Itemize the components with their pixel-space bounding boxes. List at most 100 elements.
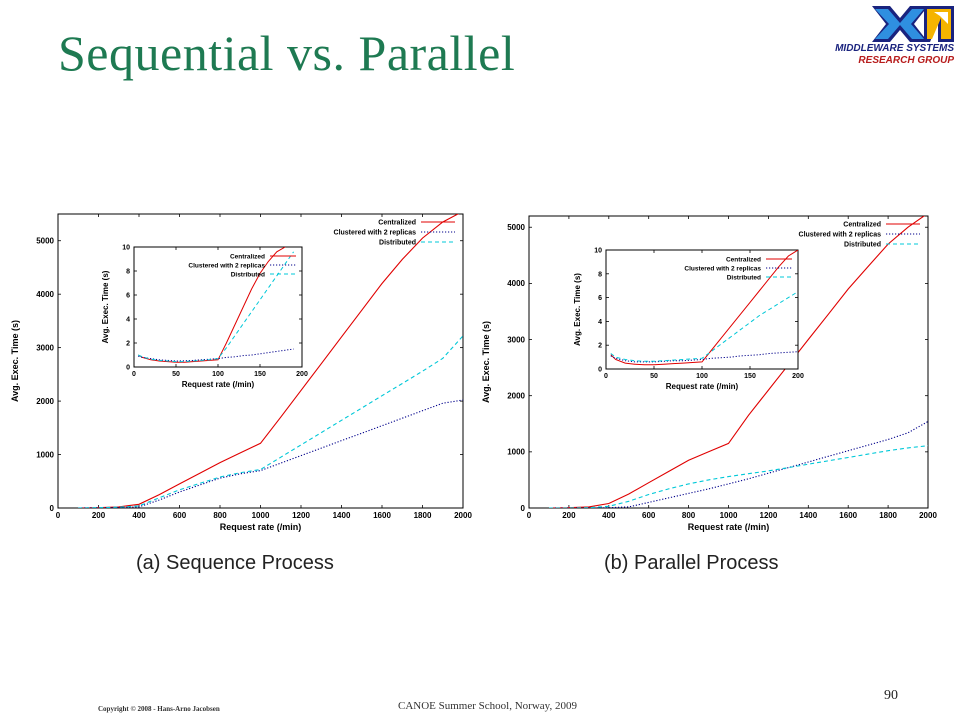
panel-a-main-xtick-label: 2000 — [454, 511, 472, 520]
panel-a-inset-xtick-label: 0 — [132, 371, 136, 378]
panel-a-inset-xtick-label: 50 — [172, 371, 180, 378]
panel-a-main-ytick-label: 0 — [50, 504, 55, 513]
panel-b-main-ylabel: Avg. Exec. Time (s) — [481, 321, 491, 403]
panel-b-main-xlabel: Request rate (/min) — [688, 522, 770, 532]
panel-b-main-xtick-label: 1000 — [720, 511, 738, 520]
panel-a-main-legend-label: Centralized — [378, 219, 416, 226]
panel-b-main-xtick-label: 1800 — [879, 511, 897, 520]
panel-a-inset-series-group — [137, 247, 295, 363]
panel-b-inset-series-clustered-with-2-replicas — [610, 351, 798, 363]
panel-a-main-series-group — [78, 214, 463, 508]
panel-a-main-xtick-label: 1400 — [333, 511, 351, 520]
chart-parallel-process: 0 200 400 600 800 1000 1200 1400 1600 1800 2000010… — [481, 215, 937, 532]
panel-a-main-xtick-label: 1800 — [414, 511, 432, 520]
panel-a-main-xtick-label: 200 — [92, 511, 106, 520]
panel-b-main-legend: Centralized Clustered with 2 replicas Dist… — [799, 221, 920, 248]
panel-b-main-ytick-label: 3000 — [507, 335, 525, 344]
panel-b-main-xtick-label: 600 — [642, 511, 656, 520]
panel-a-main-series-distributed — [78, 335, 463, 508]
panel-a-inset-ylabel: Avg. Exec. Time (s) — [101, 270, 110, 343]
panel-a-main-ytick-label: 1000 — [36, 450, 54, 459]
footer-copyright: Copyright © 2008 - Hans-Arno Jacobsen — [98, 705, 220, 713]
panel-a-inset-ytick-label: 6 — [126, 292, 130, 299]
panel-a-main-xtick-label: 1000 — [252, 511, 270, 520]
panel-a-main-legend-label: Clustered with 2 replicas — [334, 229, 417, 236]
panel-a-inset-axes: 0 50 100 150 200 0 2 4 6 8 10 Request rate (/min) Av… — [101, 244, 308, 389]
panel-b-inset-legend-label: Clustered with 2 replicas — [684, 265, 761, 272]
panel-b-inset-series-group — [610, 250, 798, 366]
panel-a-inset-legend-label: Centralized — [230, 253, 265, 260]
panel-b-main-ytick-label: 0 — [521, 504, 526, 513]
panel-b-main-xtick-label: 1600 — [839, 511, 857, 520]
panel-b-inset-ytick-label: 2 — [598, 343, 602, 350]
logo-text: MIDDLEWARE SYSTEMS RESEARCH GROUP — [835, 43, 954, 67]
panel-b-main-xtick-label: 200 — [562, 511, 576, 520]
slide-title: Sequential vs. Parallel — [58, 25, 516, 81]
panel-b-main-ytick-label: 1000 — [507, 448, 525, 457]
footer-event: CANOE Summer School, Norway, 2009 — [398, 700, 577, 712]
panel-a-main-ylabel: Avg. Exec. Time (s) — [10, 320, 20, 402]
panel-b-inset-legend-label: Distributed — [727, 274, 761, 281]
panel-b-main-axes: 0 200 400 600 800 1000 1200 1400 1600 1800 2000010… — [481, 215, 937, 532]
panel-a-inset-background — [134, 247, 302, 367]
panel-a-main-xtick-label: 1200 — [292, 511, 310, 520]
panel-b-main-legend-label: Clustered with 2 replicas — [799, 231, 882, 238]
panel-a-inset-legend-label: Distributed — [231, 271, 265, 278]
panel-b-main-legend-label: Centralized — [843, 221, 881, 228]
panel-a-main-xtick-label: 400 — [132, 511, 146, 520]
panel-a-inset-xtick-label: 100 — [212, 371, 224, 378]
panel-a-inset-ytick-label: 8 — [126, 268, 130, 275]
caption-sequence-process: (a) Sequence Process — [136, 552, 334, 574]
panel-b-inset-xtick-label: 150 — [744, 373, 756, 380]
panel-a-inset-xtick-label: 200 — [296, 371, 308, 378]
panel-b-main-xtick-label: 800 — [682, 511, 696, 520]
panel-b-main-xtick-label: 2000 — [919, 511, 937, 520]
panel-a-inset-ytick-label: 0 — [126, 364, 130, 371]
caption-parallel-process: (b) Parallel Process — [604, 552, 779, 574]
panel-b-inset-legend: Centralized Clustered with 2 replicas Dist… — [684, 256, 792, 281]
panel-b-inset-ytick-label: 8 — [598, 271, 602, 278]
panel-a-main-xtick-label: 0 — [56, 511, 61, 520]
panel-a-main-series-centralized — [78, 214, 460, 508]
panel-a-main-xtick-label: 800 — [213, 511, 227, 520]
panel-a-main-ytick-label: 3000 — [36, 343, 54, 352]
panel-b-main-xtick-label: 1400 — [799, 511, 817, 520]
panel-a-inset-legend: Centralized Clustered with 2 replicas Dist… — [188, 253, 296, 278]
panel-b-inset-ytick-label: 4 — [598, 319, 602, 326]
panel-b-inset-axes: 0 50 100 150 200 0 2 4 6 8 10 Request rate (/min) Av… — [573, 247, 804, 391]
panel-a-inset-series-centralized — [137, 247, 286, 363]
panel-b-inset-ytick-label: 6 — [598, 295, 602, 302]
panel-a-main-axes: 0 200 400 600 800 1000 1200 1400 1600 1800 2000010… — [10, 213, 472, 532]
logo-line-1: MIDDLEWARE SYSTEMS — [835, 43, 954, 54]
panel-b-main-xtick-label: 400 — [602, 511, 616, 520]
panel-a-inset-ytick-label: 2 — [126, 340, 130, 347]
panel-b-main-series-centralized — [548, 216, 925, 508]
panel-a-inset-xlabel: Request rate (/min) — [182, 380, 255, 389]
panel-a-main-series-clustered-with-2-replicas — [78, 399, 463, 508]
page-number: 90 — [884, 688, 898, 703]
panel-b-inset-xtick-label: 50 — [650, 373, 658, 380]
panel-a-inset-series-distributed — [138, 251, 295, 363]
panel-b-inset-ytick-label: 10 — [594, 247, 602, 254]
panel-b-main-xtick-label: 0 — [527, 511, 532, 520]
panel-a-main-ytick-label: 2000 — [36, 397, 54, 406]
panel-b-inset-xtick-label: 200 — [792, 373, 804, 380]
panel-a-main-xlabel: Request rate (/min) — [220, 522, 302, 532]
panel-a-main-legend-label: Distributed — [379, 239, 416, 246]
panel-b-main-ytick-label: 4000 — [507, 279, 525, 288]
panel-b-main-ytick-label: 5000 — [507, 223, 525, 232]
logo-line-2: RESEARCH GROUP — [858, 55, 954, 66]
panel-b-main-series-clustered-with-2-replicas — [549, 421, 928, 508]
panel-a-main-ytick-label: 4000 — [36, 290, 54, 299]
panel-a-inset-series-clustered-with-2-replicas — [138, 348, 294, 362]
panel-b-inset-series-distributed — [610, 291, 798, 362]
panel-a-main-legend: Centralized Clustered with 2 replicas Dist… — [334, 219, 455, 246]
panel-b-inset-xlabel: Request rate (/min) — [666, 382, 739, 391]
panel-b-inset-ytick-label: 0 — [598, 366, 602, 373]
panel-b-inset-ylabel: Avg. Exec. Time (s) — [573, 273, 582, 346]
panel-b-main-legend-label: Distributed — [844, 241, 881, 248]
panel-a-inset-legend-label: Clustered with 2 replicas — [188, 262, 265, 269]
chart-sequence-process: 0 200 400 600 800 1000 1200 1400 1600 1800 2000010… — [10, 213, 472, 532]
panel-b-main-xtick-label: 1200 — [760, 511, 778, 520]
panel-a-main-xtick-label: 1600 — [373, 511, 391, 520]
